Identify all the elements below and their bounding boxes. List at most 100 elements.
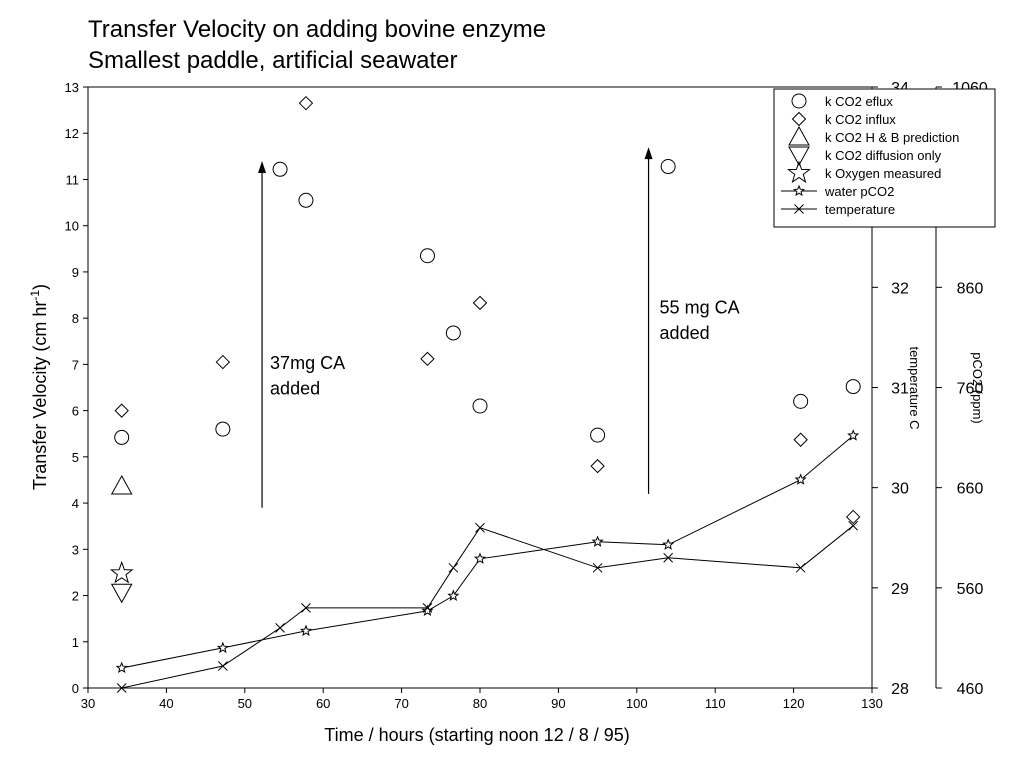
temperature-point bbox=[795, 562, 806, 573]
diffusion-point bbox=[110, 583, 133, 604]
y-axis-title-end: ) bbox=[30, 284, 50, 290]
temperature-point bbox=[848, 520, 859, 531]
eflux-point bbox=[114, 429, 130, 445]
temperature-tick-label: 30 bbox=[891, 481, 909, 498]
pco2-point bbox=[447, 589, 460, 602]
influx-point bbox=[590, 458, 605, 474]
legend-label-eflux: k CO2 eflux bbox=[825, 94, 893, 109]
eflux-point bbox=[419, 248, 435, 264]
pco2-tick-label: 760 bbox=[957, 381, 984, 398]
temperature-tick-label: 31 bbox=[891, 381, 909, 398]
pco2-point bbox=[216, 641, 229, 654]
annotation-2-line1: 55 mg CA bbox=[660, 298, 740, 318]
pco2-point bbox=[473, 552, 487, 564]
pco2-tick-label: 560 bbox=[957, 581, 984, 598]
pco2-point bbox=[847, 429, 860, 441]
annotations: 37mg CA added 55 mg CA added bbox=[258, 147, 740, 508]
y-axis-title-sup: -1 bbox=[28, 290, 42, 301]
legend-box bbox=[773, 88, 996, 228]
pco2-point bbox=[421, 604, 434, 616]
x-tick-label: 60 bbox=[316, 696, 330, 711]
y-tick-label: 11 bbox=[66, 172, 80, 187]
y-tick-label: 9 bbox=[72, 265, 79, 280]
hb-prediction-point bbox=[110, 474, 133, 495]
temperature-series-line bbox=[121, 525, 854, 689]
y-tick-label: 5 bbox=[72, 450, 79, 465]
y-tick-label: 3 bbox=[72, 542, 79, 557]
x-tick-label: 100 bbox=[626, 696, 648, 711]
legend-label-hb: k CO2 H & B prediction bbox=[825, 130, 959, 145]
annotation-arrowhead-2 bbox=[644, 147, 653, 160]
pco2-tick-label: 460 bbox=[957, 681, 984, 698]
influx-point bbox=[845, 509, 861, 525]
temperature-point bbox=[663, 552, 674, 563]
eflux-point bbox=[793, 393, 809, 409]
influx-point bbox=[472, 295, 488, 311]
y-tick-label: 12 bbox=[65, 126, 79, 141]
y-tick-label: 0 bbox=[72, 681, 79, 696]
y-tick-label: 4 bbox=[72, 496, 79, 511]
y-tick-label: 1 bbox=[72, 635, 79, 650]
temperature-point bbox=[275, 623, 285, 633]
legend-label-oxygen: k Oxygen measured bbox=[825, 166, 941, 181]
legend-label-influx: k CO2 influx bbox=[825, 112, 896, 127]
temperature-point bbox=[422, 603, 433, 613]
pco2-axis-title: pCO2 (ppm) bbox=[970, 352, 985, 424]
eflux-point bbox=[298, 192, 314, 208]
temperature-axis-title: temperature C bbox=[907, 346, 922, 429]
legend-symbol-oxygen bbox=[787, 160, 811, 184]
influx-point bbox=[793, 432, 808, 447]
legend-label-pco2: water pCO2 bbox=[824, 184, 894, 199]
y-tick-label: 8 bbox=[72, 311, 79, 326]
temperature-tick-label: 32 bbox=[891, 280, 909, 297]
plot-frame bbox=[87, 86, 873, 689]
temperature-tick-label: 28 bbox=[891, 681, 909, 698]
y-tick-label: 6 bbox=[72, 404, 79, 419]
pco2-tick-label: 660 bbox=[957, 481, 984, 498]
legend-symbol-diffusion bbox=[788, 146, 810, 167]
annotation-arrowhead-1 bbox=[258, 160, 267, 173]
annotation-2-line2: added bbox=[660, 323, 710, 343]
y-tick-label: 10 bbox=[65, 219, 79, 234]
eflux-point bbox=[590, 427, 606, 443]
annotation-1-line1: 37mg CA bbox=[270, 353, 345, 373]
legend-symbol-influx bbox=[791, 111, 807, 127]
pco2-point bbox=[299, 624, 312, 637]
y-tick-label: 13 bbox=[65, 80, 79, 95]
chart-subtitle: Smallest paddle, artificial seawater bbox=[88, 47, 458, 74]
pco2-tick-label: 860 bbox=[957, 280, 984, 297]
temperature-point bbox=[592, 562, 603, 573]
temperature-point bbox=[448, 562, 459, 573]
temperature-point bbox=[475, 522, 485, 533]
legend-symbol-temperature bbox=[794, 204, 804, 214]
eflux-point bbox=[215, 421, 231, 437]
x-tick-label: 120 bbox=[783, 696, 805, 711]
influx-point bbox=[420, 351, 435, 367]
y-axis-title-main: Transfer Velocity (cm hr bbox=[30, 301, 50, 490]
oxygen-point bbox=[109, 560, 134, 584]
influx-point bbox=[298, 95, 314, 111]
x-tick-label: 130 bbox=[861, 696, 883, 711]
x-tick-label: 50 bbox=[238, 696, 252, 711]
eflux-point bbox=[272, 161, 288, 177]
influx-point bbox=[114, 403, 129, 418]
eflux-point bbox=[845, 379, 861, 395]
series-markers bbox=[109, 95, 861, 693]
legend-label-diffusion: k CO2 diffusion only bbox=[825, 148, 942, 163]
x-axis-ticks: 30 40 50 60 70 80 90 100 110 120 130 bbox=[81, 688, 883, 711]
x-tick-label: 40 bbox=[159, 696, 173, 711]
legend-symbol-eflux bbox=[791, 93, 807, 109]
chart-title: Transfer Velocity on adding bovine enzym… bbox=[88, 16, 546, 43]
legend-symbol-pco2 bbox=[792, 184, 806, 197]
influx-point bbox=[215, 354, 231, 370]
x-tick-label: 70 bbox=[394, 696, 408, 711]
y-axis-title: Transfer Velocity (cm hr-1) bbox=[28, 284, 50, 490]
pco2-point bbox=[115, 661, 128, 674]
legend-label-temperature: temperature bbox=[825, 202, 895, 217]
legend-symbol-hb bbox=[788, 125, 810, 146]
x-tick-label: 80 bbox=[473, 696, 487, 711]
eflux-point bbox=[445, 325, 461, 341]
y-tick-label: 2 bbox=[72, 589, 79, 604]
